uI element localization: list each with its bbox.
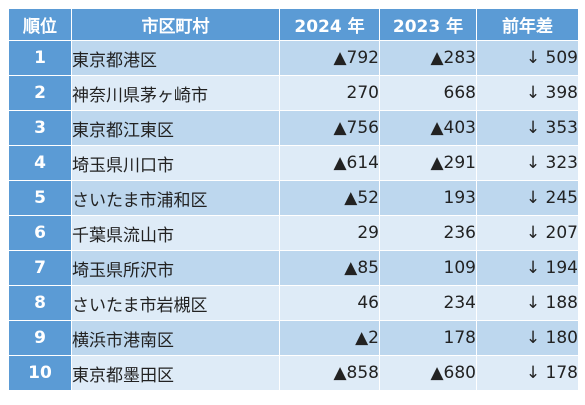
value-2024-cell: ▲756 xyxy=(279,110,380,146)
rank-cell: 3 xyxy=(8,110,72,146)
header-row: 順位 市区町村 2024 年 2023 年 前年差 xyxy=(8,8,579,41)
diff-cell: ↓ 207 xyxy=(476,215,579,251)
table-row: 1 東京都港区 ▲792 ▲283 ↓ 509 xyxy=(8,40,579,76)
rank-cell: 8 xyxy=(8,285,72,321)
header-diff: 前年差 xyxy=(476,8,579,41)
value-2024-cell: ▲614 xyxy=(279,145,380,181)
ranking-table: 順位 市区町村 2024 年 2023 年 前年差 1 東京都港区 ▲792 ▲… xyxy=(8,8,579,391)
diff-cell: ↓ 178 xyxy=(476,355,579,391)
value-2023-cell: 193 xyxy=(379,180,477,216)
value-2023-cell: ▲403 xyxy=(379,110,477,146)
table-row: 7 埼玉県所沢市 ▲85 109 ↓ 194 xyxy=(8,250,579,286)
header-municipality: 市区町村 xyxy=(71,8,280,41)
diff-cell: ↓ 353 xyxy=(476,110,579,146)
value-2024-cell: ▲2 xyxy=(279,320,380,356)
diff-cell: ↓ 398 xyxy=(476,75,579,111)
value-2023-cell: ▲680 xyxy=(379,355,477,391)
table-row: 6 千葉県流山市 29 236 ↓ 207 xyxy=(8,215,579,251)
value-2024-cell: ▲792 xyxy=(279,40,380,76)
value-2023-cell: 234 xyxy=(379,285,477,321)
rank-cell: 9 xyxy=(8,320,72,356)
rank-cell: 10 xyxy=(8,355,72,391)
rank-cell: 5 xyxy=(8,180,72,216)
value-2024-cell: ▲85 xyxy=(279,250,380,286)
municipality-cell: 埼玉県川口市 xyxy=(71,145,280,181)
municipality-cell: 千葉県流山市 xyxy=(71,215,280,251)
value-2024-cell: ▲52 xyxy=(279,180,380,216)
value-2024-cell: 270 xyxy=(279,75,380,111)
diff-cell: ↓ 245 xyxy=(476,180,579,216)
value-2024-cell: 46 xyxy=(279,285,380,321)
diff-cell: ↓ 323 xyxy=(476,145,579,181)
value-2023-cell: ▲291 xyxy=(379,145,477,181)
header-2023: 2023 年 xyxy=(379,8,477,41)
diff-cell: ↓ 194 xyxy=(476,250,579,286)
municipality-cell: さいたま市岩槻区 xyxy=(71,285,280,321)
diff-cell: ↓ 180 xyxy=(476,320,579,356)
municipality-cell: 埼玉県所沢市 xyxy=(71,250,280,286)
table-row: 4 埼玉県川口市 ▲614 ▲291 ↓ 323 xyxy=(8,145,579,181)
diff-cell: ↓ 188 xyxy=(476,285,579,321)
value-2023-cell: 668 xyxy=(379,75,477,111)
municipality-cell: 東京都江東区 xyxy=(71,110,280,146)
rank-cell: 7 xyxy=(8,250,72,286)
municipality-cell: 東京都港区 xyxy=(71,40,280,76)
table-row: 2 神奈川県茅ヶ崎市 270 668 ↓ 398 xyxy=(8,75,579,111)
value-2023-cell: 109 xyxy=(379,250,477,286)
value-2023-cell: ▲283 xyxy=(379,40,477,76)
table-row: 5 さいたま市浦和区 ▲52 193 ↓ 245 xyxy=(8,180,579,216)
diff-cell: ↓ 509 xyxy=(476,40,579,76)
municipality-cell: さいたま市浦和区 xyxy=(71,180,280,216)
table-header: 順位 市区町村 2024 年 2023 年 前年差 xyxy=(8,8,579,41)
header-rank: 順位 xyxy=(8,8,72,41)
rank-cell: 4 xyxy=(8,145,72,181)
value-2024-cell: ▲858 xyxy=(279,355,380,391)
table-row: 3 東京都江東区 ▲756 ▲403 ↓ 353 xyxy=(8,110,579,146)
rank-cell: 2 xyxy=(8,75,72,111)
table-body: 1 東京都港区 ▲792 ▲283 ↓ 509 2 神奈川県茅ヶ崎市 270 6… xyxy=(8,40,579,391)
rank-cell: 1 xyxy=(8,40,72,76)
value-2023-cell: 178 xyxy=(379,320,477,356)
value-2024-cell: 29 xyxy=(279,215,380,251)
table-row: 8 さいたま市岩槻区 46 234 ↓ 188 xyxy=(8,285,579,321)
municipality-cell: 横浜市港南区 xyxy=(71,320,280,356)
table-row: 9 横浜市港南区 ▲2 178 ↓ 180 xyxy=(8,320,579,356)
rank-cell: 6 xyxy=(8,215,72,251)
header-2024: 2024 年 xyxy=(279,8,380,41)
municipality-cell: 神奈川県茅ヶ崎市 xyxy=(71,75,280,111)
value-2023-cell: 236 xyxy=(379,215,477,251)
municipality-cell: 東京都墨田区 xyxy=(71,355,280,391)
table-row: 10 東京都墨田区 ▲858 ▲680 ↓ 178 xyxy=(8,355,579,391)
